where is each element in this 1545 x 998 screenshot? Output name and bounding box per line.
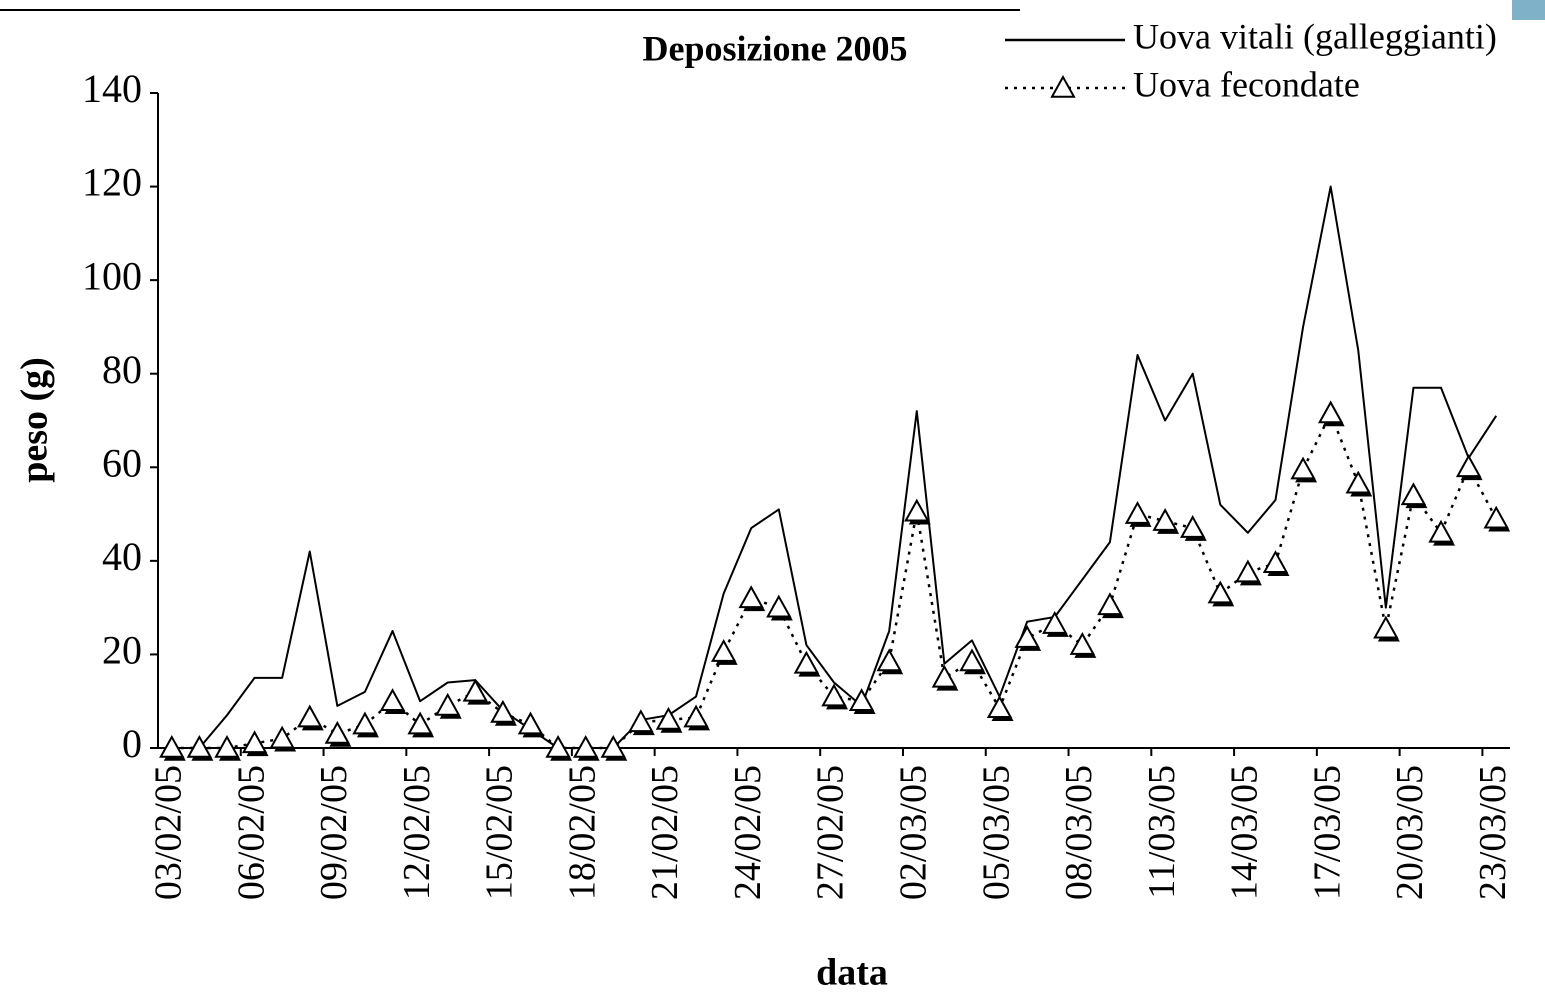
y-tick-label: 140 xyxy=(82,66,142,111)
marker xyxy=(1264,552,1286,572)
marker xyxy=(961,650,983,670)
marker xyxy=(1127,503,1149,523)
x-tick-label: 27/02/05 xyxy=(810,765,852,900)
chart-title: Deposizione 2005 xyxy=(643,28,908,68)
marker xyxy=(1402,484,1424,504)
marker xyxy=(1209,583,1231,603)
marker xyxy=(1292,459,1314,479)
x-axis-title: data xyxy=(816,952,888,994)
marker xyxy=(1347,473,1369,493)
x-tick-label: 05/03/05 xyxy=(975,765,1017,900)
x-tick-label: 02/03/05 xyxy=(892,765,934,900)
x-tick-label: 08/03/05 xyxy=(1058,765,1100,900)
marker xyxy=(933,667,955,687)
x-tick-label: 17/03/05 xyxy=(1306,765,1348,900)
legend-label: Uova fecondate xyxy=(1133,64,1360,104)
marker xyxy=(1458,456,1480,476)
marker xyxy=(657,709,679,729)
marker xyxy=(382,690,404,710)
y-axis-title: peso (g) xyxy=(14,357,56,483)
chart: Deposizione 2005 peso (g) data 0 20 40 60 80… xyxy=(0,0,1545,998)
marker xyxy=(326,723,348,743)
marker xyxy=(1044,613,1066,633)
marker xyxy=(437,695,459,715)
marker xyxy=(1320,402,1342,422)
x-tick-label: 09/02/05 xyxy=(313,765,355,900)
x-tick-label: 03/02/05 xyxy=(148,765,190,900)
x-tick-label: 12/02/05 xyxy=(396,765,438,900)
marker xyxy=(630,711,652,731)
x-tick-label: 21/02/05 xyxy=(644,765,686,900)
x-tick-label: 14/03/05 xyxy=(1224,765,1266,900)
marker xyxy=(906,501,928,521)
marker xyxy=(1237,562,1259,582)
legend-label: Uova vitali (galleggianti) xyxy=(1133,16,1497,56)
marker xyxy=(464,681,486,701)
marker xyxy=(713,641,735,661)
x-tick-label: 18/02/05 xyxy=(561,765,603,900)
x-tick-label: 24/02/05 xyxy=(727,765,769,900)
cropped-image xyxy=(1512,0,1545,20)
y-tick-label: 40 xyxy=(102,534,142,579)
marker xyxy=(1016,627,1038,647)
marker xyxy=(740,587,762,607)
marker xyxy=(1485,508,1507,528)
marker xyxy=(409,714,431,734)
marker xyxy=(768,597,790,617)
x-tick-label: 23/03/05 xyxy=(1472,765,1514,900)
y-tick-label: 60 xyxy=(102,440,142,485)
y-tick-label: 0 xyxy=(122,721,142,766)
y-tick-label: 100 xyxy=(82,253,142,298)
marker xyxy=(989,697,1011,717)
marker xyxy=(685,707,707,727)
marker xyxy=(1099,594,1121,614)
x-tick-label: 11/03/05 xyxy=(1141,765,1183,899)
y-tick-label: 120 xyxy=(82,160,142,205)
x-tick-label: 15/02/05 xyxy=(479,765,521,900)
marker xyxy=(492,702,514,722)
marker xyxy=(1071,634,1093,654)
y-tick-label: 20 xyxy=(102,628,142,673)
marker xyxy=(1430,522,1452,542)
y-tick-label: 80 xyxy=(102,347,142,392)
marker xyxy=(271,728,293,748)
marker xyxy=(161,737,183,757)
x-tick-label: 20/03/05 xyxy=(1389,765,1431,900)
x-tick-label: 06/02/05 xyxy=(230,765,272,900)
marker xyxy=(299,707,321,727)
marker xyxy=(1375,618,1397,638)
